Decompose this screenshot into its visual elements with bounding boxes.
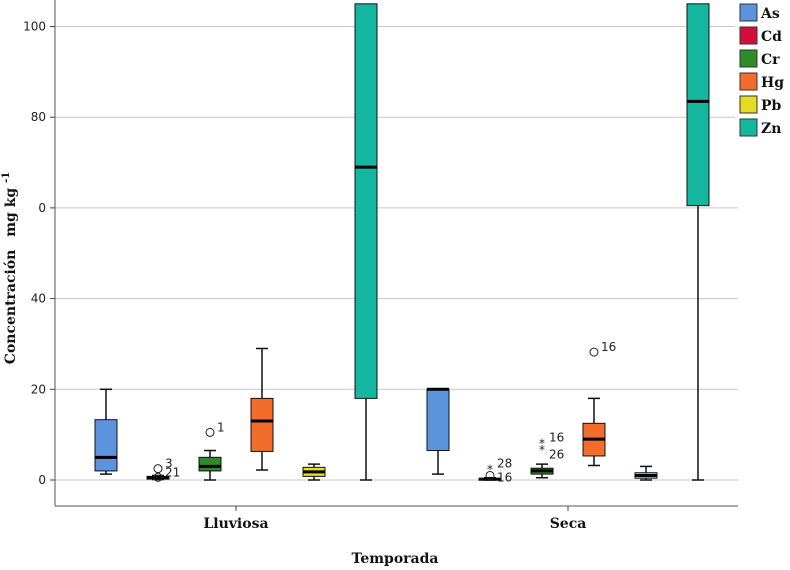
iqr-box: [94, 419, 118, 472]
box-pb-seca: [634, 465, 658, 481]
legend-swatch: [739, 118, 758, 137]
iqr-box: [426, 388, 450, 452]
legend-swatch: [739, 95, 758, 114]
box-series: [94, 3, 710, 481]
y-tick-label: 40: [31, 292, 46, 306]
box-zn-lluviosa: [354, 3, 378, 481]
extreme-point: *: [539, 443, 545, 457]
outlier-label: 28: [497, 457, 512, 471]
legend-swatch: [739, 26, 758, 45]
legend-swatch: [739, 72, 758, 91]
outlier-point: [589, 347, 599, 357]
legend: As Cd Cr Hg Pb Zn: [735, 0, 790, 137]
outlier-point: [205, 427, 215, 437]
outlier-point: [485, 470, 495, 480]
y-axis-title: Concentración mg kg -1: [1, 172, 19, 364]
legend-label: Pb: [761, 98, 782, 114]
x-axis-title: Temporada: [352, 551, 439, 567]
outlier-point: [153, 464, 163, 474]
y-axis-title-unit: mg kg: [3, 188, 19, 237]
y-tick-label: 100: [23, 20, 46, 34]
outlier-label: 3: [165, 457, 173, 471]
outlier-label: 16: [497, 470, 512, 484]
extreme-point: *: [487, 463, 493, 477]
outlier-label: 26: [549, 448, 564, 462]
y-axis-title-exponent: -1: [1, 172, 12, 183]
x-category-label: Seca: [550, 516, 587, 532]
y-tick-label: 80: [31, 110, 46, 124]
legend-label: Hg: [761, 75, 784, 91]
box-as-lluviosa: [94, 388, 118, 475]
legend-swatch: [739, 49, 758, 68]
iqr-box: [354, 3, 378, 399]
y-tick-label: 0: [38, 473, 46, 487]
legend-label: As: [760, 6, 780, 22]
iqr-box: [686, 3, 710, 207]
legend-label: Cr: [761, 52, 780, 68]
iqr-box: [198, 456, 222, 472]
outlier-label: 21: [165, 465, 180, 479]
box-hg-seca: [582, 397, 606, 467]
outlier-label: 16: [601, 340, 616, 354]
legend-label: Cd: [761, 29, 782, 45]
outlier-point: [153, 472, 163, 482]
y-tick-label: 20: [31, 382, 46, 396]
extreme-point: *: [539, 436, 545, 450]
box-as-seca: [426, 387, 450, 475]
box-zn-seca: [686, 3, 710, 481]
y-axis-title-word: Concentración: [3, 250, 19, 365]
iqr-box: [250, 397, 274, 452]
box-pb-lluviosa: [302, 463, 326, 481]
grid-lines: [55, 26, 738, 481]
box-hg-lluviosa: [250, 347, 274, 471]
outlier-label: 16: [549, 430, 564, 444]
outlier-label: 1: [217, 420, 225, 434]
x-category-label: Lluviosa: [203, 516, 268, 532]
box-cr-seca: [530, 463, 554, 479]
y-tick-label: 0: [38, 201, 46, 215]
axes: 0 20 40 0 80 100 Lluviosa Seca: [23, 0, 738, 532]
box-cr-lluviosa: [198, 449, 222, 481]
legend-swatch: [739, 3, 758, 22]
legend-label: Zn: [761, 121, 781, 137]
